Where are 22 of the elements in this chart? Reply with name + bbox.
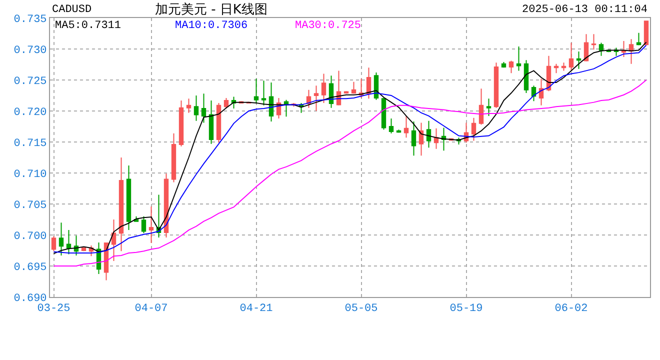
y-tick-label: 0.690 xyxy=(14,292,47,305)
y-tick-label: 0.710 xyxy=(14,168,47,181)
y-tick-label: 0.735 xyxy=(14,14,47,26)
x-tick-label: 05-19 xyxy=(450,303,483,316)
y-tick-label: 0.700 xyxy=(14,230,47,243)
text: MA10:0.7306 xyxy=(175,20,248,32)
y-tick-label: 0.705 xyxy=(14,200,47,212)
y-tick-label: 0.715 xyxy=(14,138,47,150)
text: MA30:0.725 xyxy=(295,20,362,32)
x-tick-label: 06-02 xyxy=(554,303,588,316)
x-tick-label: 04-07 xyxy=(134,303,168,316)
chart-title: 加元美元 - 日K线图 xyxy=(154,2,268,18)
x-tick-label: 03-25 xyxy=(37,303,70,316)
y-tick-label: 0.730 xyxy=(14,44,47,57)
y-tick-label: 0.720 xyxy=(14,106,47,119)
text: CADUSD xyxy=(52,4,92,16)
x-tick-label: 05-05 xyxy=(344,303,378,316)
text: 2025-06-13 00:11:04 xyxy=(522,4,648,16)
x-tick-label: 04-21 xyxy=(240,303,274,316)
y-tick-label: 0.725 xyxy=(14,76,47,88)
text: MA5:0.7311 xyxy=(55,20,122,32)
y-tick-label: 0.695 xyxy=(14,262,47,274)
